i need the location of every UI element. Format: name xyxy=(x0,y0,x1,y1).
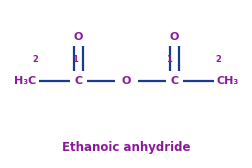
Text: Ethanoic anhydride: Ethanoic anhydride xyxy=(62,141,190,154)
Text: O: O xyxy=(121,76,131,86)
Text: O: O xyxy=(169,32,179,42)
Text: CH₃: CH₃ xyxy=(216,76,238,86)
Text: 1: 1 xyxy=(165,55,171,64)
Text: 1: 1 xyxy=(72,55,78,64)
Text: H₃C: H₃C xyxy=(14,76,36,86)
Text: 2: 2 xyxy=(214,55,220,64)
Text: 2: 2 xyxy=(32,55,38,64)
Text: O: O xyxy=(73,32,83,42)
Text: C: C xyxy=(74,76,82,86)
Text: C: C xyxy=(170,76,178,86)
